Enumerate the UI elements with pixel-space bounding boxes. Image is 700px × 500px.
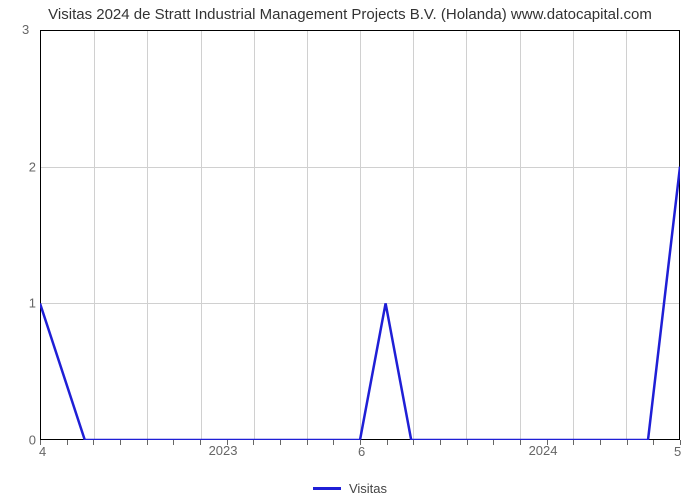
x-tick (227, 440, 228, 445)
v-gridline (413, 31, 414, 439)
x-tick (307, 440, 308, 445)
chart-container: Visitas 2024 de Stratt Industrial Manage… (0, 0, 700, 500)
x-tick (520, 440, 521, 445)
v-gridline (573, 31, 574, 439)
y-axis-labels: 0 1 2 (18, 30, 36, 440)
v-gridline (94, 31, 95, 439)
v-gridline (626, 31, 627, 439)
x-tick (653, 440, 654, 445)
legend-swatch (313, 487, 341, 490)
legend-label: Visitas (349, 481, 387, 496)
x-tick (413, 440, 414, 445)
v-gridline (147, 31, 148, 439)
x-tick (253, 440, 254, 445)
chart-title: Visitas 2024 de Stratt Industrial Manage… (0, 0, 700, 23)
y-label-0: 0 (29, 433, 36, 448)
x-tick (547, 440, 548, 445)
x-tick (493, 440, 494, 445)
x-tick (120, 440, 121, 445)
x-tick (467, 440, 468, 445)
x-tick (387, 440, 388, 445)
x-axis-labels: 2023 2024 (40, 443, 680, 463)
x-major-label: 2024 (529, 443, 558, 458)
v-gridline (520, 31, 521, 439)
x-tick (360, 440, 361, 445)
x-tick (200, 440, 201, 445)
v-gridline (360, 31, 361, 439)
x-tick (40, 440, 41, 445)
y-label-2: 2 (29, 159, 36, 174)
y-label-1: 1 (29, 296, 36, 311)
x-tick (147, 440, 148, 445)
v-gridline (254, 31, 255, 439)
legend-item: Visitas (313, 481, 387, 496)
plot-wrap (40, 30, 680, 440)
x-tick (440, 440, 441, 445)
v-gridline (466, 31, 467, 439)
x-tick (173, 440, 174, 445)
plot-area (40, 30, 680, 440)
x-major-label: 2023 (209, 443, 238, 458)
x-tick (600, 440, 601, 445)
x-tick (280, 440, 281, 445)
x-tick (680, 440, 681, 445)
v-gridline (201, 31, 202, 439)
x-tick (93, 440, 94, 445)
v-gridline (307, 31, 308, 439)
x-tick (333, 440, 334, 445)
x-tick (67, 440, 68, 445)
x-tick (627, 440, 628, 445)
x-tick (573, 440, 574, 445)
legend: Visitas (0, 477, 700, 496)
